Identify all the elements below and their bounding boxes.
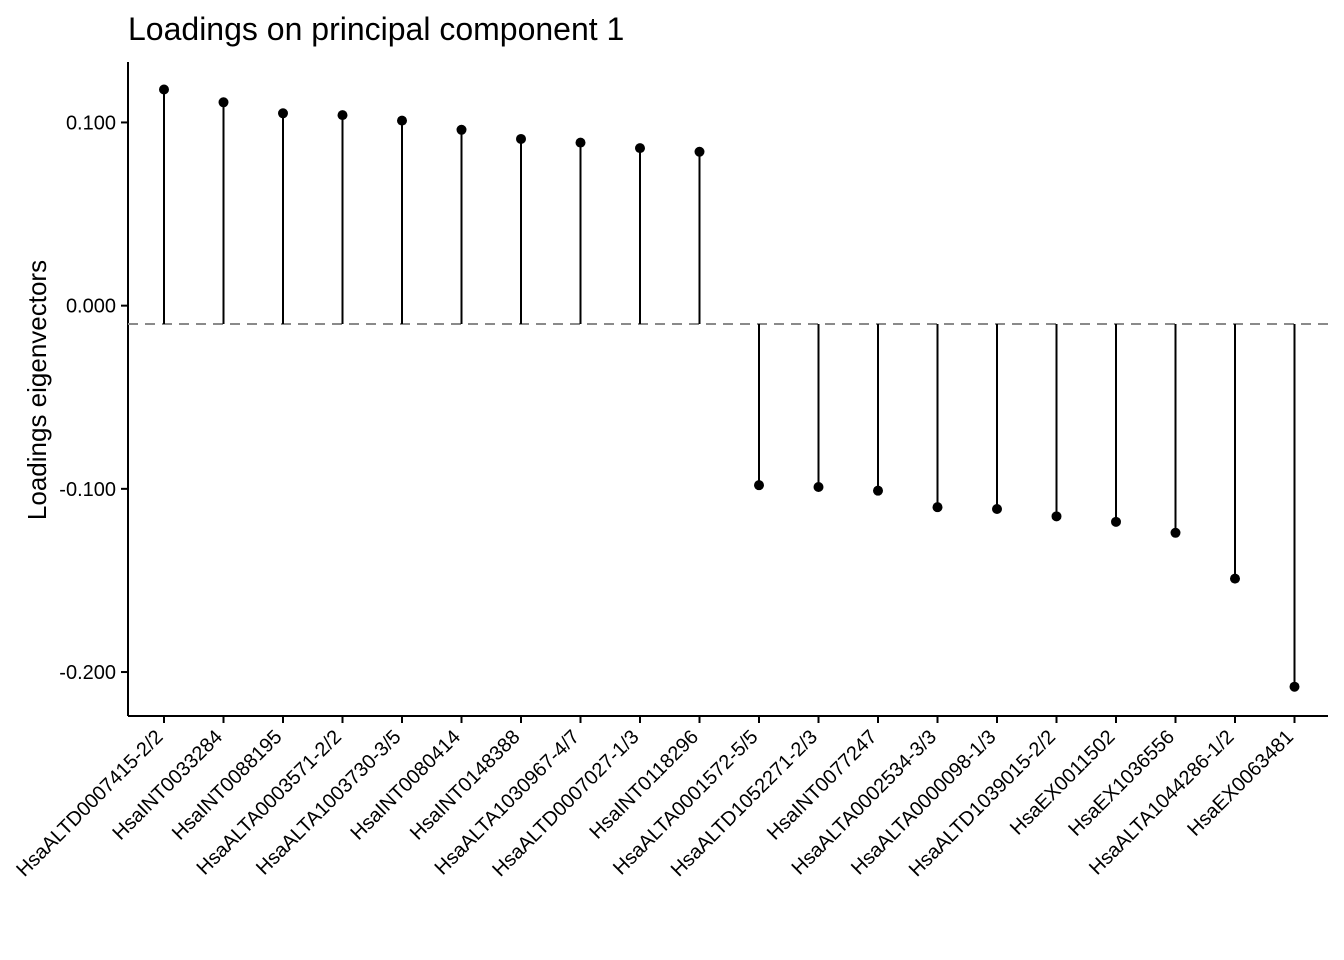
y-tick-label: 0.100 [66, 112, 116, 134]
x-tick-label: HsaINT0080414 [346, 726, 465, 845]
loading-point [1170, 527, 1181, 538]
x-tick-label: HsaEX0011502 [1006, 726, 1120, 840]
loading-point [813, 482, 824, 493]
loading-point [516, 133, 526, 144]
loading-point [337, 110, 348, 121]
loading-point [992, 503, 1002, 514]
x-tick-label: HsaINT0033284 [108, 726, 227, 845]
loading-point [754, 480, 764, 491]
y-tick-label: 0.000 [66, 296, 116, 318]
loading-point [397, 115, 407, 126]
loading-point [1051, 511, 1062, 522]
y-tick-label: -0.100 [59, 479, 116, 501]
loading-point [635, 143, 645, 154]
y-tick-label: -0.200 [59, 662, 116, 684]
x-tick-label: HsaINT0148388 [406, 726, 525, 845]
y-axis-title: Loadings eigenvectors [22, 260, 52, 520]
plot-area: 0.1000.000-0.100-0.200HsaALTD0007415-2/2… [12, 62, 1328, 881]
x-tick-label: HsaINT0118296 [586, 726, 704, 844]
loading-point [873, 485, 883, 496]
loading-point [1111, 516, 1121, 527]
x-tick-label: HsaINT0088195 [168, 726, 287, 845]
loading-point [218, 97, 229, 108]
x-tick-label: HsaINT0077247 [763, 726, 882, 845]
loading-point [694, 146, 705, 157]
loading-point [159, 84, 169, 95]
loading-point [456, 124, 467, 135]
x-tick-label: HsaEX0063481 [1183, 726, 1298, 841]
loading-point [278, 108, 288, 119]
loading-point [1230, 573, 1240, 584]
loading-point [932, 502, 943, 513]
loading-point [1289, 681, 1300, 692]
x-tick-label: HsaEX1036556 [1064, 726, 1179, 841]
loading-point [575, 137, 586, 148]
chart-title: Loadings on principal component 1 [128, 11, 624, 47]
